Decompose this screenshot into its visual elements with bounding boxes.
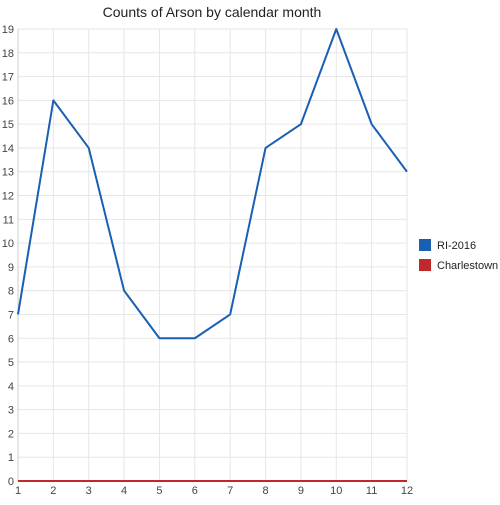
x-tick-label: 7 [227, 485, 233, 497]
y-tick-label: 7 [8, 309, 14, 321]
x-tick-label: 8 [262, 485, 268, 497]
y-tick-label: 6 [8, 333, 14, 345]
legend-label: RI-2016 [437, 240, 476, 252]
chart-title: Counts of Arson by calendar month [103, 4, 322, 20]
y-tick-label: 8 [8, 286, 14, 298]
x-tick-label: 3 [86, 485, 92, 497]
y-tick-label: 3 [8, 405, 14, 417]
y-tick-label: 1 [8, 452, 14, 464]
x-tick-label: 11 [366, 485, 377, 497]
x-tick-label: 10 [330, 485, 342, 497]
series-line [18, 29, 407, 338]
x-tick-label: 12 [401, 485, 413, 497]
y-tick-label: 2 [8, 428, 14, 440]
legend[interactable]: RI-2016 Charlestown [419, 239, 498, 272]
y-tick-label: 15 [2, 119, 14, 131]
y-tick-label: 17 [2, 72, 14, 84]
x-tick-label: 2 [50, 485, 56, 497]
y-tick-label: 14 [2, 143, 14, 155]
y-tick-label: 0 [8, 476, 14, 488]
legend-swatch [419, 259, 431, 271]
axes [18, 29, 407, 481]
y-tick-label: 18 [2, 48, 14, 60]
x-tick-label: 6 [192, 485, 198, 497]
legend-label: Charlestown [437, 260, 498, 272]
series-ri-2016 [18, 29, 407, 338]
y-tick-label: 10 [2, 238, 14, 250]
y-tick-label: 4 [8, 381, 14, 393]
y-tick-label: 9 [8, 262, 14, 274]
y-tick-label: 11 [3, 214, 14, 226]
y-tick-label: 5 [8, 357, 14, 369]
y-tick-label: 12 [2, 191, 14, 203]
y-tick-label: 16 [2, 95, 14, 107]
gridlines [18, 29, 407, 481]
legend-item[interactable]: Charlestown [419, 259, 498, 272]
x-tick-label: 1 [15, 485, 21, 497]
y-tick-label: 13 [2, 167, 14, 179]
x-tick-label: 5 [156, 485, 162, 497]
legend-item[interactable]: RI-2016 [419, 239, 476, 252]
y-tick-label: 19 [2, 24, 14, 36]
legend-swatch [419, 239, 431, 251]
x-tick-label: 9 [298, 485, 304, 497]
series-lines [18, 29, 407, 481]
x-tick-label: 4 [121, 485, 127, 497]
